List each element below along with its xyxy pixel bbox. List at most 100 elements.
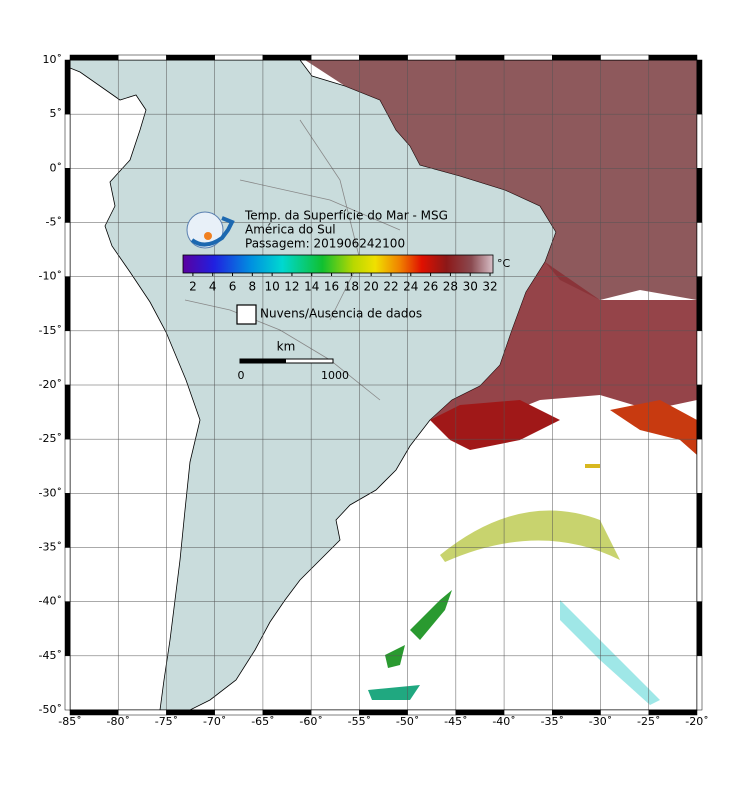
frame-segment [64,113,71,169]
lat-tick-label: -25˚ [39,432,62,445]
frame-segment [696,59,703,115]
lat-tick-label: -50˚ [39,703,62,716]
lon-tick-label: -30˚ [589,715,612,728]
lon-tick-label: -35˚ [541,715,564,728]
lon-tick-label: -80˚ [106,715,129,728]
frame-segment [214,54,264,61]
colorbar-tick-label: 6 [229,280,237,294]
frame-segment [64,655,71,711]
sst-warm [610,400,697,455]
legend-label: Nuvens/Ausencia de dados [260,307,422,321]
lon-tick-label: -40˚ [492,715,515,728]
lat-tick-label: -30˚ [39,486,62,499]
logo [186,211,235,249]
frame-segment [696,276,703,332]
frame-segment [648,54,698,61]
lat-tick-label: -15˚ [39,324,62,337]
frame-segment [64,493,71,548]
colorbar-tick-label: 20 [364,280,379,294]
grid [69,59,698,711]
colorbar: 2 4 6 8 10 12 14 16 18 20 22 24 26 28 30 32 [182,254,498,294]
frame-segment [117,54,167,61]
frame-segment [64,276,71,332]
lat-tick-label: -45˚ [39,649,62,662]
colorbar-tick-label: 30 [463,280,478,294]
lon-tick-label: -25˚ [637,715,660,728]
legend-swatch [236,304,257,325]
lon-tick-label: -85˚ [58,715,81,728]
colorbar-tick-label: 16 [324,280,339,294]
title-line: Temp. da Superfície do Mar - MSG [244,209,448,223]
frame-segment [64,601,71,657]
sst-dots [440,464,620,562]
frame-segment [552,54,601,61]
sst-warm [430,262,697,440]
frame-border [64,54,703,716]
lon-tick-label: -75˚ [155,715,178,728]
frame-segment [696,493,703,548]
frame-segment [64,547,71,602]
frame-segment [64,222,71,277]
lon-tick-label: -50˚ [396,715,419,728]
frame-segment [262,54,312,61]
colorbar-tick-label: 24 [403,280,418,294]
frame-segment [359,54,408,61]
frame-segment [69,54,119,61]
frame-segment [696,655,703,711]
logo-arrow [190,216,235,247]
scale-label: 0 [238,369,245,382]
frame-segment [696,222,703,277]
colorbar-tick-label: 4 [209,280,217,294]
frame-segment [696,601,703,657]
frame-segment [696,547,703,602]
colorbar-tick-label: 2 [189,280,197,294]
frame-segment [407,54,457,61]
logo-dot [204,232,212,240]
lat-tick-label: 5˚ [50,107,63,120]
frame-segment [310,54,360,61]
scale-bar: km 0 1000 [238,340,350,383]
frame-segment [64,438,71,494]
lat-tick-label: -40˚ [39,595,62,608]
sst-warm [305,60,697,300]
sst-dots [385,590,452,668]
lon-tick-label: -65˚ [251,715,274,728]
frame-segment [600,54,650,61]
frame-segment [648,709,698,716]
frame-segment [64,384,71,440]
colorbar-tick-label: 32 [482,280,497,294]
sst-patches [305,60,697,705]
lon-tick-label: -70˚ [203,715,226,728]
frame-segment [696,330,703,386]
colorbar-tick-label: 14 [304,280,319,294]
sst-warm [430,400,560,450]
frame-segment [696,438,703,494]
scale-bar-fill [240,359,286,363]
frame-segment [696,168,703,223]
borders [184,119,401,401]
colorbar-tick-label: 28 [443,280,458,294]
colorbar-tick-label: 10 [264,280,279,294]
title-line: Passagem: 201906242100 [245,237,405,251]
frame-segment [503,54,553,61]
frame-segment [64,168,71,223]
frame-segment [455,54,505,61]
colorbar-bar [182,254,494,274]
colorbar-tick-label: 22 [383,280,398,294]
logo-circle [186,211,224,249]
lon-tick-label: -60˚ [299,715,322,728]
lon-tick-label: -55˚ [348,715,371,728]
lat-tick-label: -10˚ [39,270,62,283]
lat-tick-label: -5˚ [46,216,62,229]
sst-dots [368,685,420,700]
lon-tick-label: -20˚ [685,715,708,728]
lon-tick-label: -45˚ [444,715,467,728]
frame-segment [166,54,215,61]
colorbar-tick-label: 12 [284,280,299,294]
lat-tick-label: 10˚ [43,53,63,66]
scale-label: 1000 [321,369,349,382]
lat-tick-label: -35˚ [39,541,62,554]
colorbar-unit: °C [497,257,511,270]
frame-segment [696,113,703,169]
